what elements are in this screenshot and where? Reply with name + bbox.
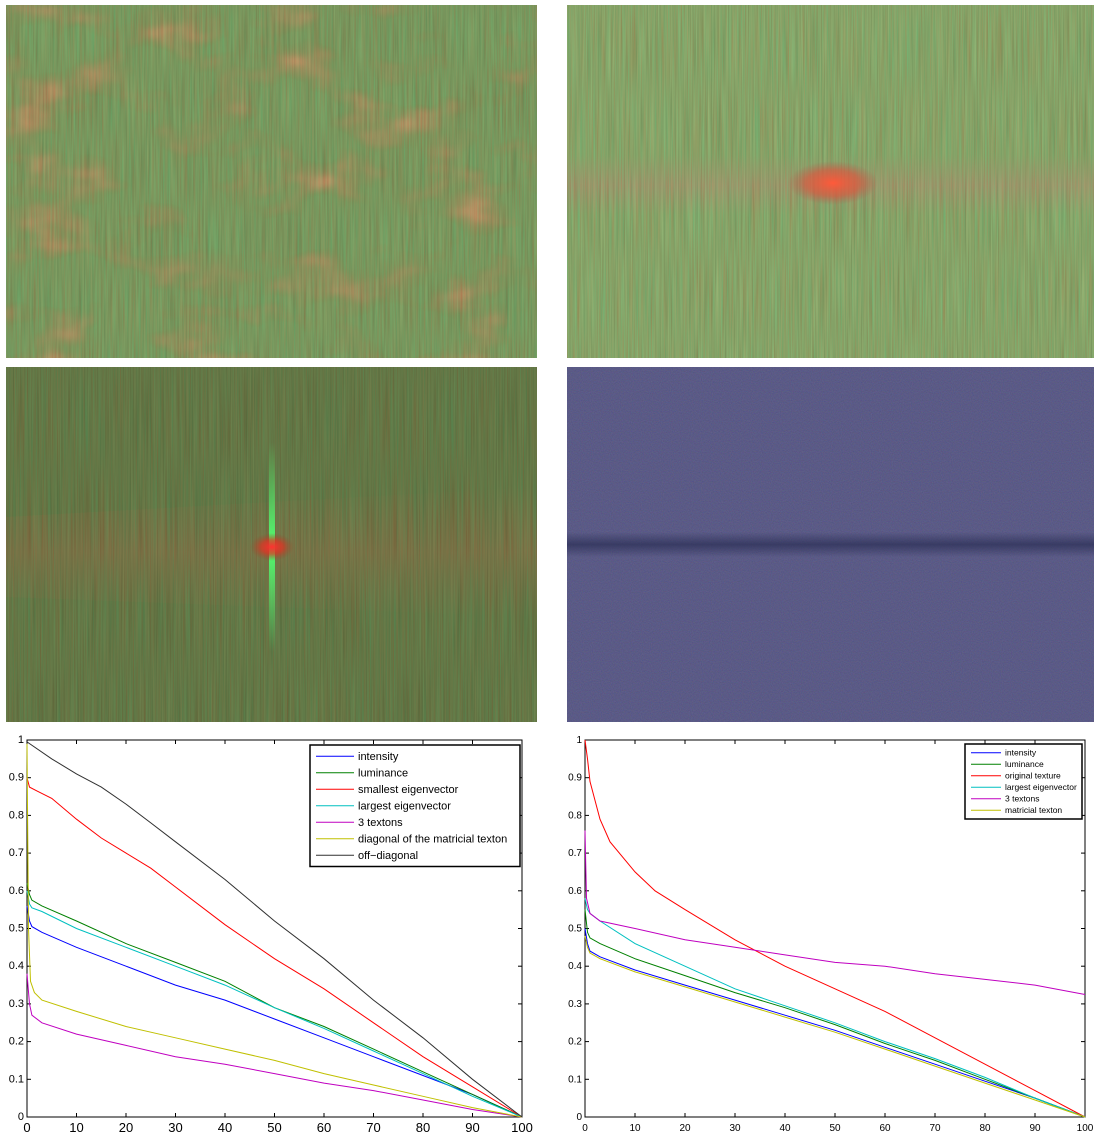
x-tick-label: 30 bbox=[729, 1123, 741, 1134]
series-line-1 bbox=[584, 928, 1086, 1118]
legend-label: diagonal of the matricial texton bbox=[358, 834, 507, 846]
y-tick-label: 0.1 bbox=[568, 1074, 582, 1085]
legend-label: original texture bbox=[1005, 771, 1061, 781]
y-tick-label: 0.7 bbox=[9, 847, 24, 859]
y-tick-label: 0.3 bbox=[568, 999, 582, 1010]
chart-svg-1: 0 10 20 30 40 50 60 70 80 90 100 0 0.1 0.2 0.3 0.4 0.5 0.… bbox=[568, 735, 1094, 1134]
legend-label: intensity bbox=[1005, 748, 1037, 758]
series-line-3 bbox=[584, 739, 1086, 1118]
series-line-3 bbox=[26, 777, 523, 1118]
y-tick-label: 0.8 bbox=[568, 810, 582, 821]
legend-label: luminance bbox=[358, 768, 408, 780]
y-tick-label: 1 bbox=[18, 734, 24, 746]
x-tick-label: 40 bbox=[218, 1120, 232, 1135]
series-line-2 bbox=[584, 909, 1086, 1118]
line-chart-right: 0 10 20 30 40 50 60 70 80 90 100 0 0.1 0.2 0.3 0.4 0.5 0.… bbox=[560, 730, 1095, 1136]
legend-label: largest eigenvector bbox=[358, 801, 451, 813]
x-tick-label: 0 bbox=[23, 1120, 30, 1135]
legend-label: 3 textons bbox=[358, 817, 403, 829]
x-tick-label: 40 bbox=[779, 1123, 791, 1134]
series-line-2 bbox=[26, 883, 523, 1118]
x-tick-label: 80 bbox=[979, 1123, 991, 1134]
x-tick-label: 50 bbox=[267, 1120, 281, 1135]
x-tick-label: 100 bbox=[1077, 1123, 1094, 1134]
texture-image-middle-right bbox=[567, 367, 1094, 722]
y-tick-label: 0 bbox=[18, 1111, 24, 1123]
x-tick-label: 60 bbox=[879, 1123, 891, 1134]
y-tick-label: 0.4 bbox=[9, 960, 24, 972]
legend-label: luminance bbox=[1005, 759, 1044, 769]
series-line-6 bbox=[26, 743, 523, 1118]
y-tick-label: 0.2 bbox=[568, 1037, 582, 1048]
x-tick-label: 20 bbox=[119, 1120, 133, 1135]
legend-box bbox=[964, 743, 1083, 820]
y-tick-label: 0.6 bbox=[568, 886, 582, 897]
legend-label: largest eigenvector bbox=[1005, 782, 1077, 792]
texture-top-right-graphic bbox=[567, 5, 1094, 358]
series-line-5 bbox=[26, 973, 523, 1118]
line-chart-left: 0 10 20 30 40 50 60 70 80 90 100 0 0.1 0.2 0.3 0.4 0.5 0.… bbox=[0, 730, 540, 1136]
texture-image-top-left bbox=[6, 5, 537, 358]
x-tick-label: 30 bbox=[168, 1120, 182, 1135]
texture-image-top-right bbox=[567, 5, 1094, 358]
y-tick-label: 0.6 bbox=[9, 885, 24, 897]
x-tick-label: 20 bbox=[679, 1123, 691, 1134]
x-tick-label: 10 bbox=[629, 1123, 641, 1134]
y-tick-label: 0.5 bbox=[9, 923, 24, 935]
y-tick-label: 0.9 bbox=[568, 773, 582, 784]
x-tick-label: 100 bbox=[511, 1120, 533, 1135]
x-tick-label: 50 bbox=[829, 1123, 841, 1134]
series-line-5 bbox=[584, 830, 1086, 995]
x-tick-label: 80 bbox=[416, 1120, 430, 1135]
legend-label: 3 textons bbox=[1005, 794, 1040, 804]
legend-label: smallest eigenvector bbox=[358, 784, 459, 796]
x-tick-label: 70 bbox=[929, 1123, 941, 1134]
x-tick-label: 90 bbox=[465, 1120, 479, 1135]
texture-middle-left-graphic bbox=[6, 367, 537, 722]
series-line-6 bbox=[584, 935, 1086, 1118]
series-line-4 bbox=[26, 890, 523, 1118]
y-tick-label: 0.2 bbox=[9, 1036, 24, 1048]
y-tick-label: 0.4 bbox=[568, 961, 582, 972]
y-tick-label: 0.9 bbox=[9, 772, 24, 784]
texture-top-left-graphic bbox=[6, 5, 537, 358]
y-tick-label: 0 bbox=[576, 1112, 582, 1123]
legend-label: matricial texton bbox=[1005, 805, 1062, 815]
x-tick-label: 60 bbox=[317, 1120, 331, 1135]
legend-label: intensity bbox=[358, 751, 399, 763]
chart-svg-0: 0 10 20 30 40 50 60 70 80 90 100 0 0.1 0.2 0.3 0.4 0.5 0.… bbox=[9, 734, 533, 1135]
y-tick-label: 0.1 bbox=[9, 1073, 24, 1085]
y-tick-label: 0.7 bbox=[568, 848, 582, 859]
x-tick-label: 70 bbox=[366, 1120, 380, 1135]
x-tick-label: 90 bbox=[1029, 1123, 1041, 1134]
x-tick-label: 0 bbox=[582, 1123, 588, 1134]
texture-middle-right-graphic bbox=[567, 367, 1094, 722]
legend-label: off−diagonal bbox=[358, 850, 418, 862]
series-line-7 bbox=[26, 741, 523, 1118]
texture-image-middle-left bbox=[6, 367, 537, 722]
y-tick-label: 0.5 bbox=[568, 924, 582, 935]
y-tick-label: 1 bbox=[576, 735, 582, 746]
y-tick-label: 0.3 bbox=[9, 998, 24, 1010]
y-tick-label: 0.8 bbox=[9, 809, 24, 821]
x-tick-label: 10 bbox=[69, 1120, 83, 1135]
series-line-1 bbox=[26, 905, 523, 1118]
